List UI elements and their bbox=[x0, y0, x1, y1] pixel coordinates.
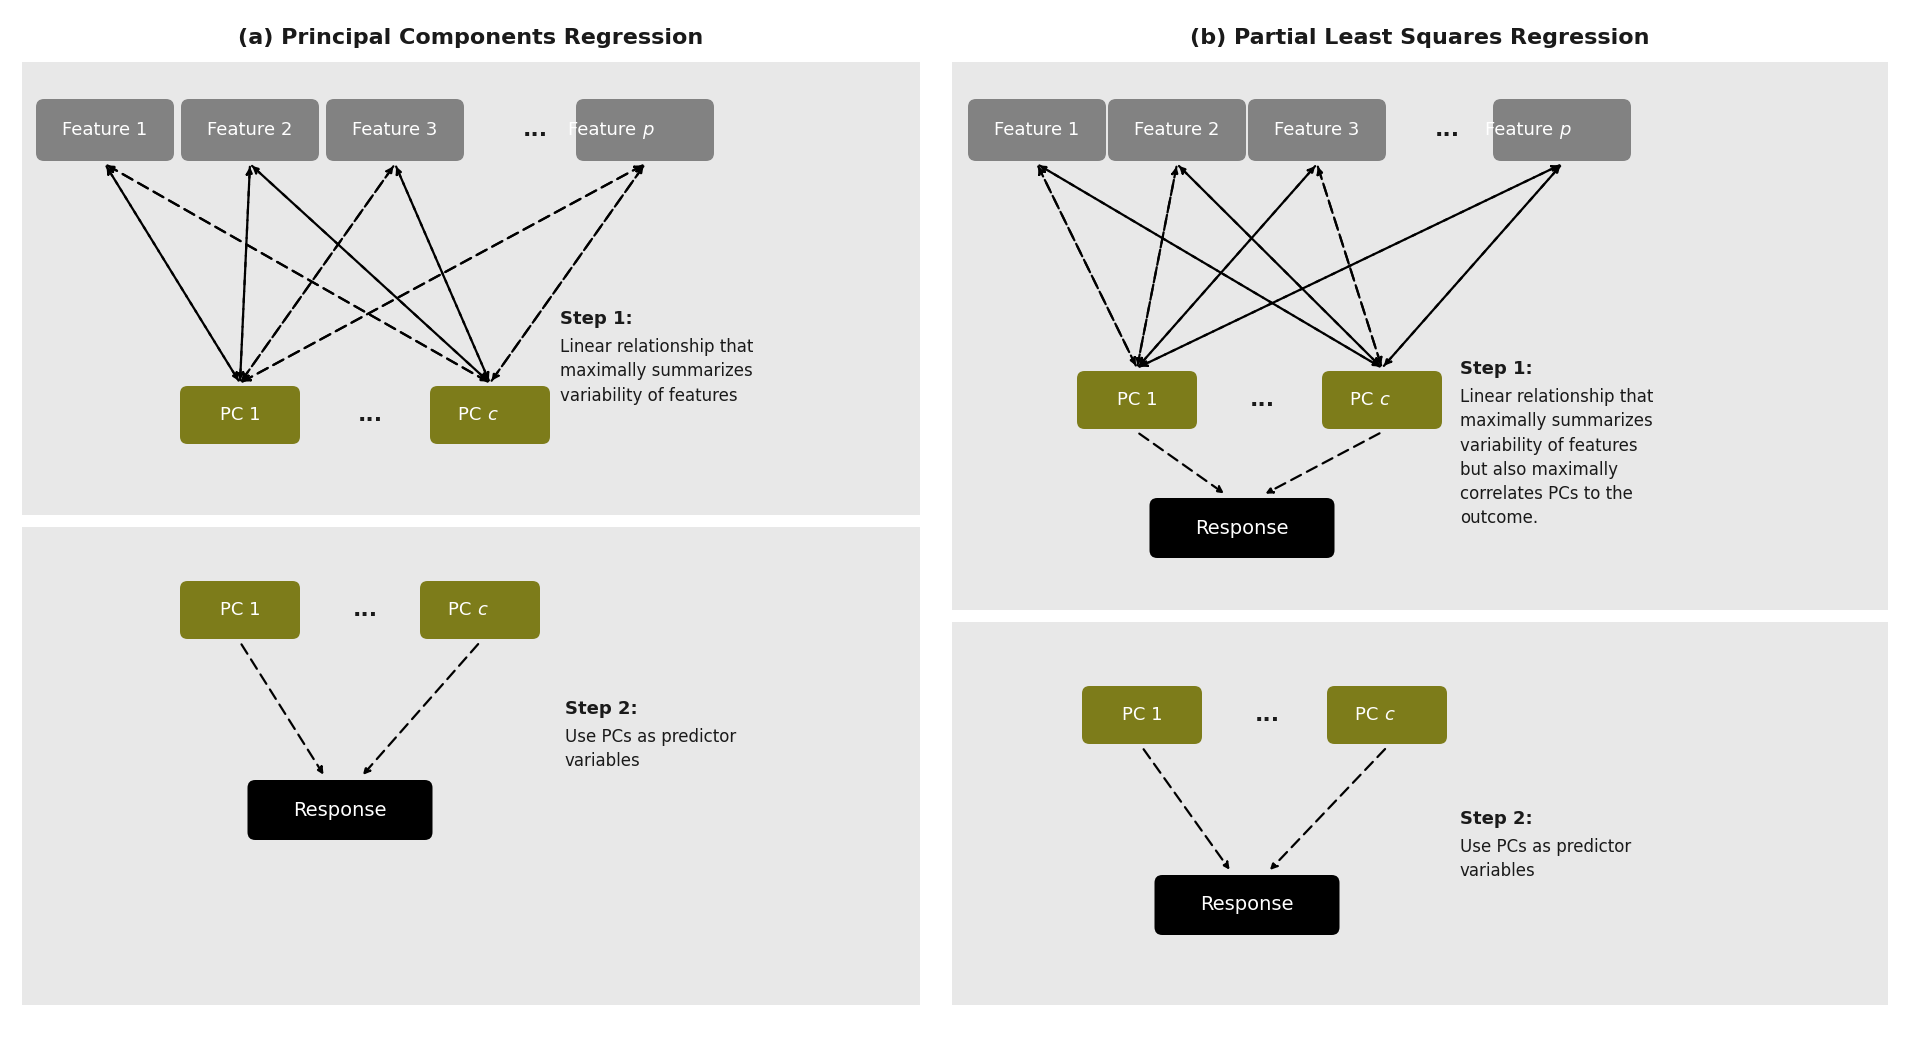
Text: ...: ... bbox=[357, 405, 383, 425]
Text: PC: PC bbox=[448, 601, 477, 619]
FancyBboxPatch shape bbox=[1154, 875, 1339, 935]
Bar bbox=[23, 527, 919, 1005]
Text: Step 1:: Step 1: bbox=[561, 310, 633, 328]
Text: Step 2:: Step 2: bbox=[564, 700, 637, 718]
Text: Response: Response bbox=[1194, 518, 1287, 537]
Text: ...: ... bbox=[1249, 390, 1274, 410]
Text: ...: ... bbox=[353, 600, 378, 620]
Text: Step 1:: Step 1: bbox=[1459, 360, 1531, 379]
FancyBboxPatch shape bbox=[1322, 371, 1442, 429]
Text: Feature 3: Feature 3 bbox=[353, 121, 437, 139]
FancyBboxPatch shape bbox=[420, 581, 540, 639]
Text: Step 2:: Step 2: bbox=[1459, 810, 1531, 828]
FancyBboxPatch shape bbox=[36, 99, 174, 161]
Bar bbox=[952, 62, 1888, 610]
Text: c: c bbox=[477, 601, 486, 619]
Text: c: c bbox=[1383, 706, 1394, 724]
Text: p: p bbox=[1558, 121, 1569, 139]
FancyBboxPatch shape bbox=[1491, 99, 1630, 161]
Bar bbox=[23, 62, 919, 515]
FancyBboxPatch shape bbox=[179, 581, 299, 639]
Text: Response: Response bbox=[1200, 896, 1293, 915]
Text: Use PCs as predictor
variables: Use PCs as predictor variables bbox=[1459, 838, 1630, 880]
Text: PC: PC bbox=[1348, 391, 1379, 409]
FancyBboxPatch shape bbox=[326, 99, 463, 161]
Text: PC 1: PC 1 bbox=[1121, 706, 1161, 724]
Text: c: c bbox=[1379, 391, 1388, 409]
Text: Feature 1: Feature 1 bbox=[63, 121, 147, 139]
Text: Response: Response bbox=[294, 801, 387, 819]
FancyBboxPatch shape bbox=[181, 99, 318, 161]
FancyBboxPatch shape bbox=[1076, 371, 1196, 429]
Text: PC: PC bbox=[458, 407, 486, 424]
FancyBboxPatch shape bbox=[1108, 99, 1245, 161]
Text: c: c bbox=[486, 407, 496, 424]
FancyBboxPatch shape bbox=[967, 99, 1106, 161]
Text: PC: PC bbox=[1354, 706, 1383, 724]
Text: Feature 1: Feature 1 bbox=[994, 121, 1079, 139]
FancyBboxPatch shape bbox=[1081, 686, 1201, 744]
Text: PC 1: PC 1 bbox=[219, 407, 259, 424]
Text: Feature 3: Feature 3 bbox=[1274, 121, 1360, 139]
Text: Feature 2: Feature 2 bbox=[208, 121, 292, 139]
Text: Use PCs as predictor
variables: Use PCs as predictor variables bbox=[564, 728, 736, 770]
Text: Feature: Feature bbox=[568, 121, 641, 139]
Text: (a) Principal Components Regression: (a) Principal Components Regression bbox=[238, 28, 704, 48]
Text: PC 1: PC 1 bbox=[219, 601, 259, 619]
Text: Feature: Feature bbox=[1484, 121, 1558, 139]
Text: Feature 2: Feature 2 bbox=[1135, 121, 1219, 139]
FancyBboxPatch shape bbox=[576, 99, 713, 161]
FancyBboxPatch shape bbox=[429, 386, 549, 444]
Text: ...: ... bbox=[523, 120, 547, 140]
Text: (b) Partial Least Squares Regression: (b) Partial Least Squares Regression bbox=[1190, 28, 1650, 48]
FancyBboxPatch shape bbox=[179, 386, 299, 444]
FancyBboxPatch shape bbox=[1325, 686, 1446, 744]
FancyBboxPatch shape bbox=[1148, 498, 1333, 558]
Bar bbox=[952, 622, 1888, 1005]
FancyBboxPatch shape bbox=[248, 780, 433, 840]
Text: ...: ... bbox=[1253, 705, 1280, 725]
Text: p: p bbox=[641, 121, 652, 139]
Text: PC 1: PC 1 bbox=[1116, 391, 1158, 409]
Text: Linear relationship that
maximally summarizes
variability of features: Linear relationship that maximally summa… bbox=[561, 338, 753, 404]
Text: Linear relationship that
maximally summarizes
variability of features
but also m: Linear relationship that maximally summa… bbox=[1459, 388, 1653, 528]
FancyBboxPatch shape bbox=[1247, 99, 1384, 161]
Text: ...: ... bbox=[1434, 120, 1459, 140]
